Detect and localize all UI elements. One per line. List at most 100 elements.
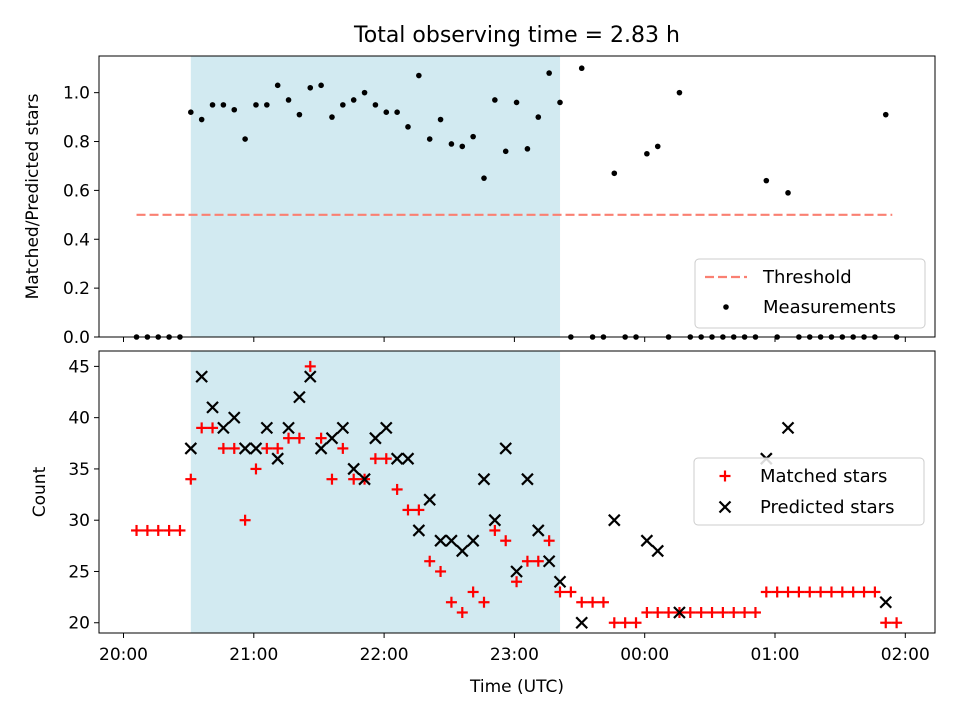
measurement-point <box>557 99 563 106</box>
measurement-point <box>220 102 227 108</box>
y-tick-label: 35 <box>68 460 90 480</box>
bottom-shaded-span <box>190 351 561 633</box>
bottom-axes-frame <box>98 350 936 634</box>
x-stroke-b <box>510 565 523 578</box>
predicted-point <box>466 534 480 547</box>
matched-point <box>174 524 186 536</box>
measurement-point <box>350 97 357 103</box>
matched-point <box>261 442 273 454</box>
predicted-point <box>401 452 415 465</box>
measurement-point <box>188 109 194 115</box>
x-stroke-b <box>206 401 219 414</box>
x-stroke-b <box>718 500 732 514</box>
measurement-point <box>437 116 444 123</box>
matched-point <box>239 514 251 526</box>
matched-point <box>511 576 523 588</box>
predicted-point <box>227 411 241 424</box>
matched-point <box>304 360 316 372</box>
x-stroke-b <box>445 534 458 547</box>
predicted-point <box>358 472 371 486</box>
predicted-point <box>206 401 219 414</box>
matched-point <box>402 504 414 516</box>
matched-point <box>695 606 707 618</box>
matched-point <box>587 596 599 608</box>
matched-stars-series <box>131 360 903 629</box>
top-legend-box <box>694 258 926 329</box>
predicted-point <box>434 534 447 547</box>
x-stroke-b <box>325 431 339 445</box>
legend-matched-swatch <box>719 470 731 482</box>
y-tick-label: 0.0 <box>63 328 90 348</box>
x-stroke-b <box>434 534 447 547</box>
legend-predicted-label: Predicted stars <box>760 497 894 518</box>
predicted-point <box>477 472 491 486</box>
predicted-point <box>369 431 382 445</box>
legend-measurements-label: Measurements <box>763 297 896 318</box>
matched-point <box>348 473 360 485</box>
x-stroke-b <box>651 544 665 558</box>
x-tick-label: 21:00 <box>229 645 278 665</box>
measurement-point <box>470 133 476 140</box>
matched-point <box>630 617 642 629</box>
x-stroke-b <box>195 370 208 383</box>
x-stroke-b <box>303 370 317 383</box>
predicted-stars-series <box>184 370 893 630</box>
matched-point <box>804 586 816 598</box>
predicted-point <box>542 554 556 568</box>
x-stroke-b <box>423 493 436 506</box>
predicted-point <box>651 544 665 558</box>
matched-point <box>207 422 219 434</box>
predicted-point <box>336 421 350 435</box>
predicted-point <box>303 370 317 383</box>
matched-point <box>760 586 772 598</box>
x-stroke-b <box>542 554 556 568</box>
x-tick-label: 20:00 <box>99 645 148 665</box>
predicted-point <box>521 472 534 486</box>
top-panel: 0.0 0.2 0.4 0.6 0.8 1.0 Total observing time … <box>23 23 936 348</box>
x-tick-label: 02:00 <box>881 645 930 665</box>
x-stroke-b <box>640 534 654 547</box>
legend-threshold-label: Threshold <box>762 267 852 288</box>
matched-point <box>152 524 164 536</box>
y-tick-label: 0.8 <box>63 133 90 153</box>
matched-point <box>706 606 718 618</box>
measurement-point <box>383 109 390 115</box>
x-stroke-b <box>412 524 426 537</box>
x-stroke-b <box>282 421 295 435</box>
y-tick-label: 25 <box>68 562 90 582</box>
predicted-point <box>608 513 621 527</box>
measurement-point <box>459 143 466 150</box>
x-stroke-b <box>217 421 230 435</box>
y-tick-label: 30 <box>68 511 90 531</box>
measurement-point <box>253 102 259 108</box>
y-tick-label: 40 <box>68 409 90 429</box>
measurement-point <box>394 109 400 115</box>
matched-point <box>217 442 229 454</box>
matched-point <box>326 473 338 485</box>
x-stroke-b <box>401 452 415 465</box>
x-stroke-b <box>249 442 263 455</box>
measurement-point <box>785 190 791 196</box>
x-stroke-b <box>532 524 545 537</box>
matched-point <box>141 524 153 536</box>
y-tick-label: 0.2 <box>63 279 90 299</box>
measurement-point <box>329 114 335 120</box>
bottom-legend-box <box>693 457 925 526</box>
matched-point <box>771 586 783 598</box>
matched-point <box>478 596 490 608</box>
x-stroke-b <box>575 616 588 630</box>
top-x-axis <box>123 337 906 342</box>
x-stroke-b <box>369 431 382 445</box>
matched-point <box>250 463 262 475</box>
matched-point <box>380 453 392 465</box>
matched-point <box>717 606 729 618</box>
matched-point <box>293 432 305 444</box>
measurement-point <box>481 175 487 181</box>
x-stroke-b <box>293 390 306 404</box>
predicted-point <box>347 462 360 476</box>
top-legend: Threshold Measurements <box>694 258 926 329</box>
x-stroke-b <box>314 442 328 455</box>
matched-point <box>163 524 175 536</box>
y-tick-label: 1.0 <box>63 84 90 104</box>
matched-point <box>619 617 631 629</box>
